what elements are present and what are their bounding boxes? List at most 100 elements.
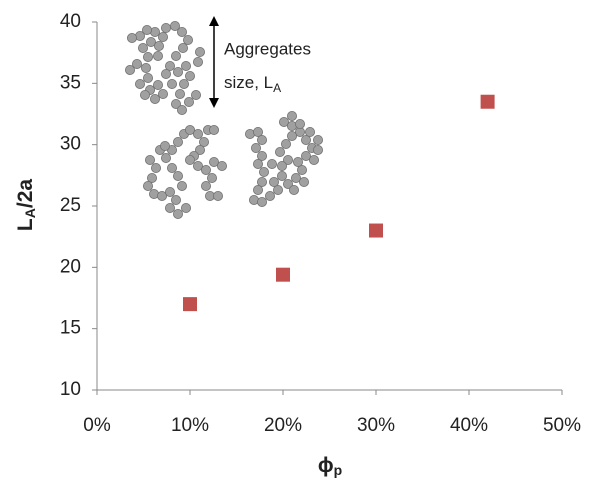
particle <box>256 150 267 161</box>
particle <box>160 152 171 163</box>
particle <box>144 154 155 165</box>
particle <box>145 37 156 48</box>
particle <box>256 176 267 187</box>
particle <box>300 150 311 161</box>
particle <box>164 186 175 197</box>
x-tick-label: 50% <box>543 415 581 436</box>
point <box>369 223 383 238</box>
particle <box>256 196 267 207</box>
y-tick-label: 15 <box>60 318 81 339</box>
particle <box>180 202 191 213</box>
particle <box>166 79 177 90</box>
particle <box>200 164 211 175</box>
particle <box>252 184 263 195</box>
particle <box>184 125 195 136</box>
particle <box>137 43 148 54</box>
x-tick-label: 10% <box>171 415 209 436</box>
particle <box>139 90 150 101</box>
particle <box>172 136 183 147</box>
particle <box>159 140 170 151</box>
particle <box>157 32 168 43</box>
particle <box>170 194 181 205</box>
y-axis-label: LA/2a <box>14 179 38 231</box>
point <box>183 297 197 312</box>
particle <box>276 170 287 181</box>
particle <box>170 51 181 62</box>
particle <box>142 180 153 191</box>
particle <box>157 89 168 100</box>
particle <box>152 80 163 91</box>
aggregate-illustration <box>125 20 323 219</box>
particle <box>153 41 164 52</box>
particle <box>194 144 205 155</box>
particle <box>156 190 167 201</box>
particle <box>172 170 183 181</box>
particle <box>300 134 311 145</box>
particle <box>142 52 153 63</box>
particle <box>298 176 309 187</box>
particle <box>184 154 195 165</box>
particle <box>174 89 185 100</box>
particle <box>308 154 319 165</box>
particle <box>292 156 303 167</box>
particle <box>182 35 193 46</box>
particle <box>190 90 201 101</box>
particle <box>177 43 188 54</box>
particle <box>278 117 289 128</box>
particle <box>164 202 175 213</box>
particle <box>286 111 297 122</box>
arrow-heads <box>209 16 219 108</box>
particle <box>184 71 195 82</box>
y-tick-label: 25 <box>60 195 81 216</box>
particle <box>258 166 269 177</box>
particle <box>264 190 275 201</box>
particle <box>208 156 219 167</box>
particle <box>304 127 315 138</box>
particle <box>142 73 153 84</box>
particle <box>276 160 287 171</box>
particle <box>192 57 203 68</box>
particle <box>134 79 145 90</box>
particle <box>208 125 219 136</box>
particle <box>252 158 263 169</box>
particle <box>312 144 323 155</box>
y-tick-label: 30 <box>60 134 81 155</box>
particle <box>266 158 277 169</box>
particle <box>183 97 194 108</box>
particle <box>160 22 171 33</box>
particle <box>200 180 211 191</box>
particle <box>172 67 183 78</box>
particle <box>250 142 261 153</box>
particle <box>294 119 305 130</box>
y-tick-label: 40 <box>60 11 81 32</box>
particle <box>152 51 163 62</box>
particle <box>268 176 279 187</box>
annotation: size, LA <box>224 73 281 95</box>
particle <box>150 162 161 173</box>
x-tick-label: 30% <box>357 415 395 436</box>
particle <box>176 105 187 116</box>
particle <box>178 79 189 90</box>
particle <box>180 61 191 72</box>
x-tick-label: 40% <box>450 415 488 436</box>
particle <box>206 172 217 183</box>
x-axis-label: ϕp <box>318 454 342 478</box>
particle <box>286 130 297 141</box>
particle <box>272 184 283 195</box>
particle <box>212 190 223 201</box>
particle <box>166 162 177 173</box>
particle <box>288 184 299 195</box>
particle <box>169 20 180 31</box>
particle <box>290 172 301 183</box>
particle <box>141 24 152 35</box>
particle <box>312 134 323 145</box>
particle <box>127 33 138 44</box>
particle <box>176 26 187 37</box>
particle <box>160 69 171 80</box>
particle <box>149 94 160 105</box>
particle <box>170 99 181 110</box>
x-tick-label: 20% <box>264 415 302 436</box>
particle <box>172 208 183 219</box>
particle <box>280 138 291 149</box>
